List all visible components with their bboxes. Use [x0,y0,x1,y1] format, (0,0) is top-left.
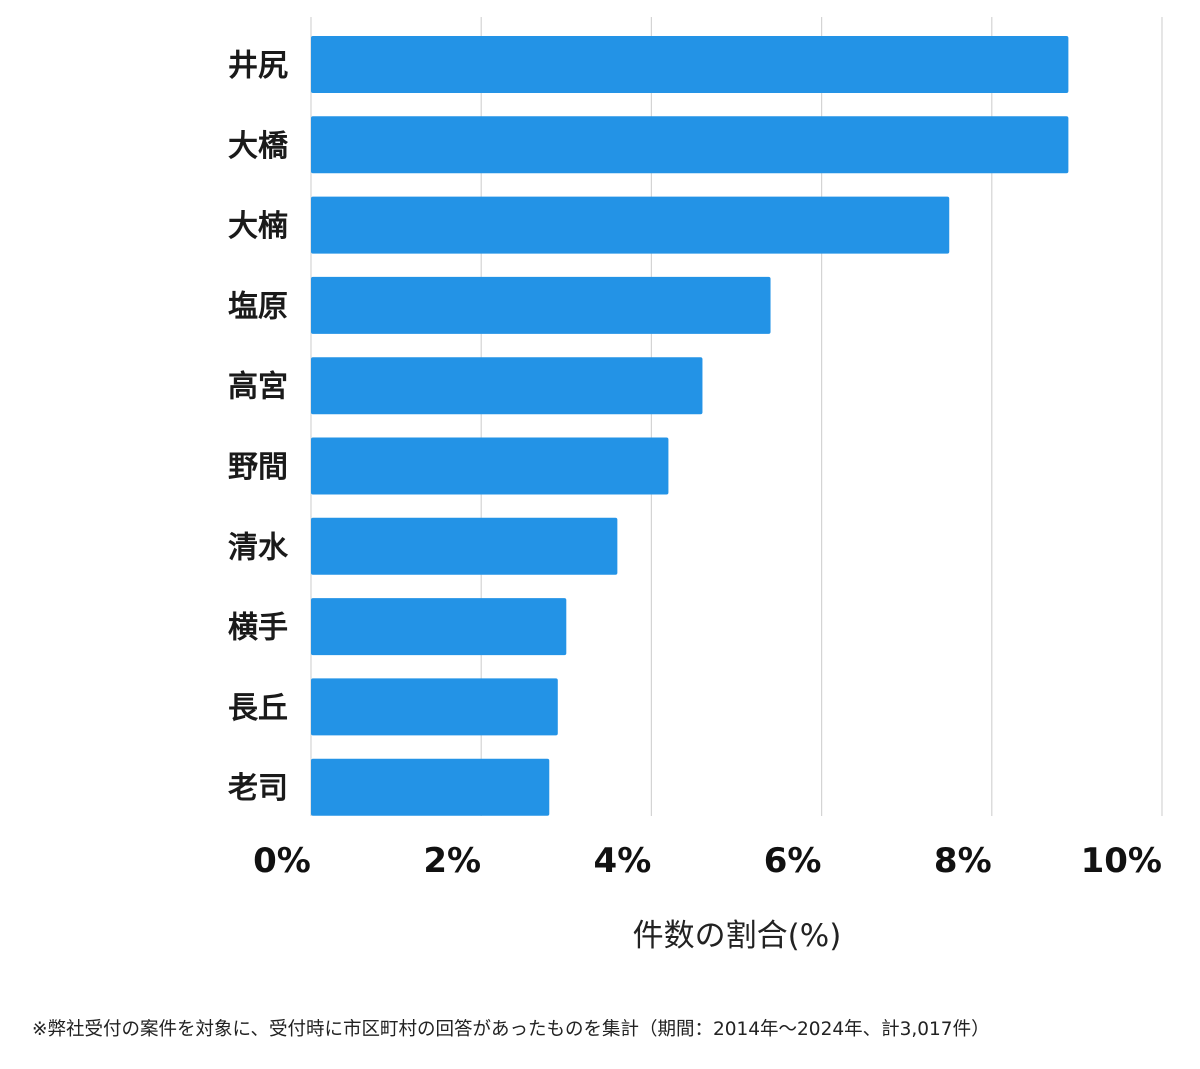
bars [311,36,1069,816]
bar [311,357,703,415]
bar [311,116,1069,174]
bar [311,517,618,575]
category-label: 高宮 [228,370,288,405]
tick-label: 6% [764,841,822,881]
category-label: 大橋 [228,129,289,164]
bar [311,437,669,495]
tick-label: 10% [1081,841,1162,881]
footnote: ※弊社受付の案件を対象に、受付時に市区町村の回答があったものを集計（期間：201… [32,1019,990,1040]
category-label: 清水 [228,530,289,565]
tick-label: 4% [594,841,652,881]
bar [311,276,771,334]
category-label: 長丘 [228,691,288,726]
category-label: 横手 [228,611,288,646]
tick-labels: 0% 2% 4% 6% 8% 10% [253,841,1162,881]
tick-label: 0% [253,841,311,881]
bar [311,758,550,816]
category-label: 塩原 [228,289,288,324]
category-label: 大楠 [228,209,288,244]
x-axis-title: 件数の割合(%) [633,918,842,954]
bar [311,678,558,736]
tick-label: 8% [934,841,992,881]
tick-label: 2% [423,841,481,881]
category-label: 井尻 [228,49,288,84]
category-label: 野間 [228,450,288,485]
bar [311,196,950,254]
bar [311,598,567,656]
bar [311,36,1069,93]
category-label: 老司 [228,771,288,806]
